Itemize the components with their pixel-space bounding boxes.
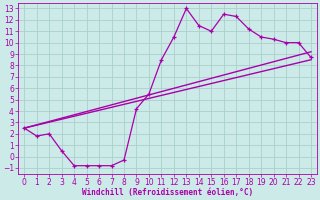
X-axis label: Windchill (Refroidissement éolien,°C): Windchill (Refroidissement éolien,°C) <box>82 188 253 197</box>
